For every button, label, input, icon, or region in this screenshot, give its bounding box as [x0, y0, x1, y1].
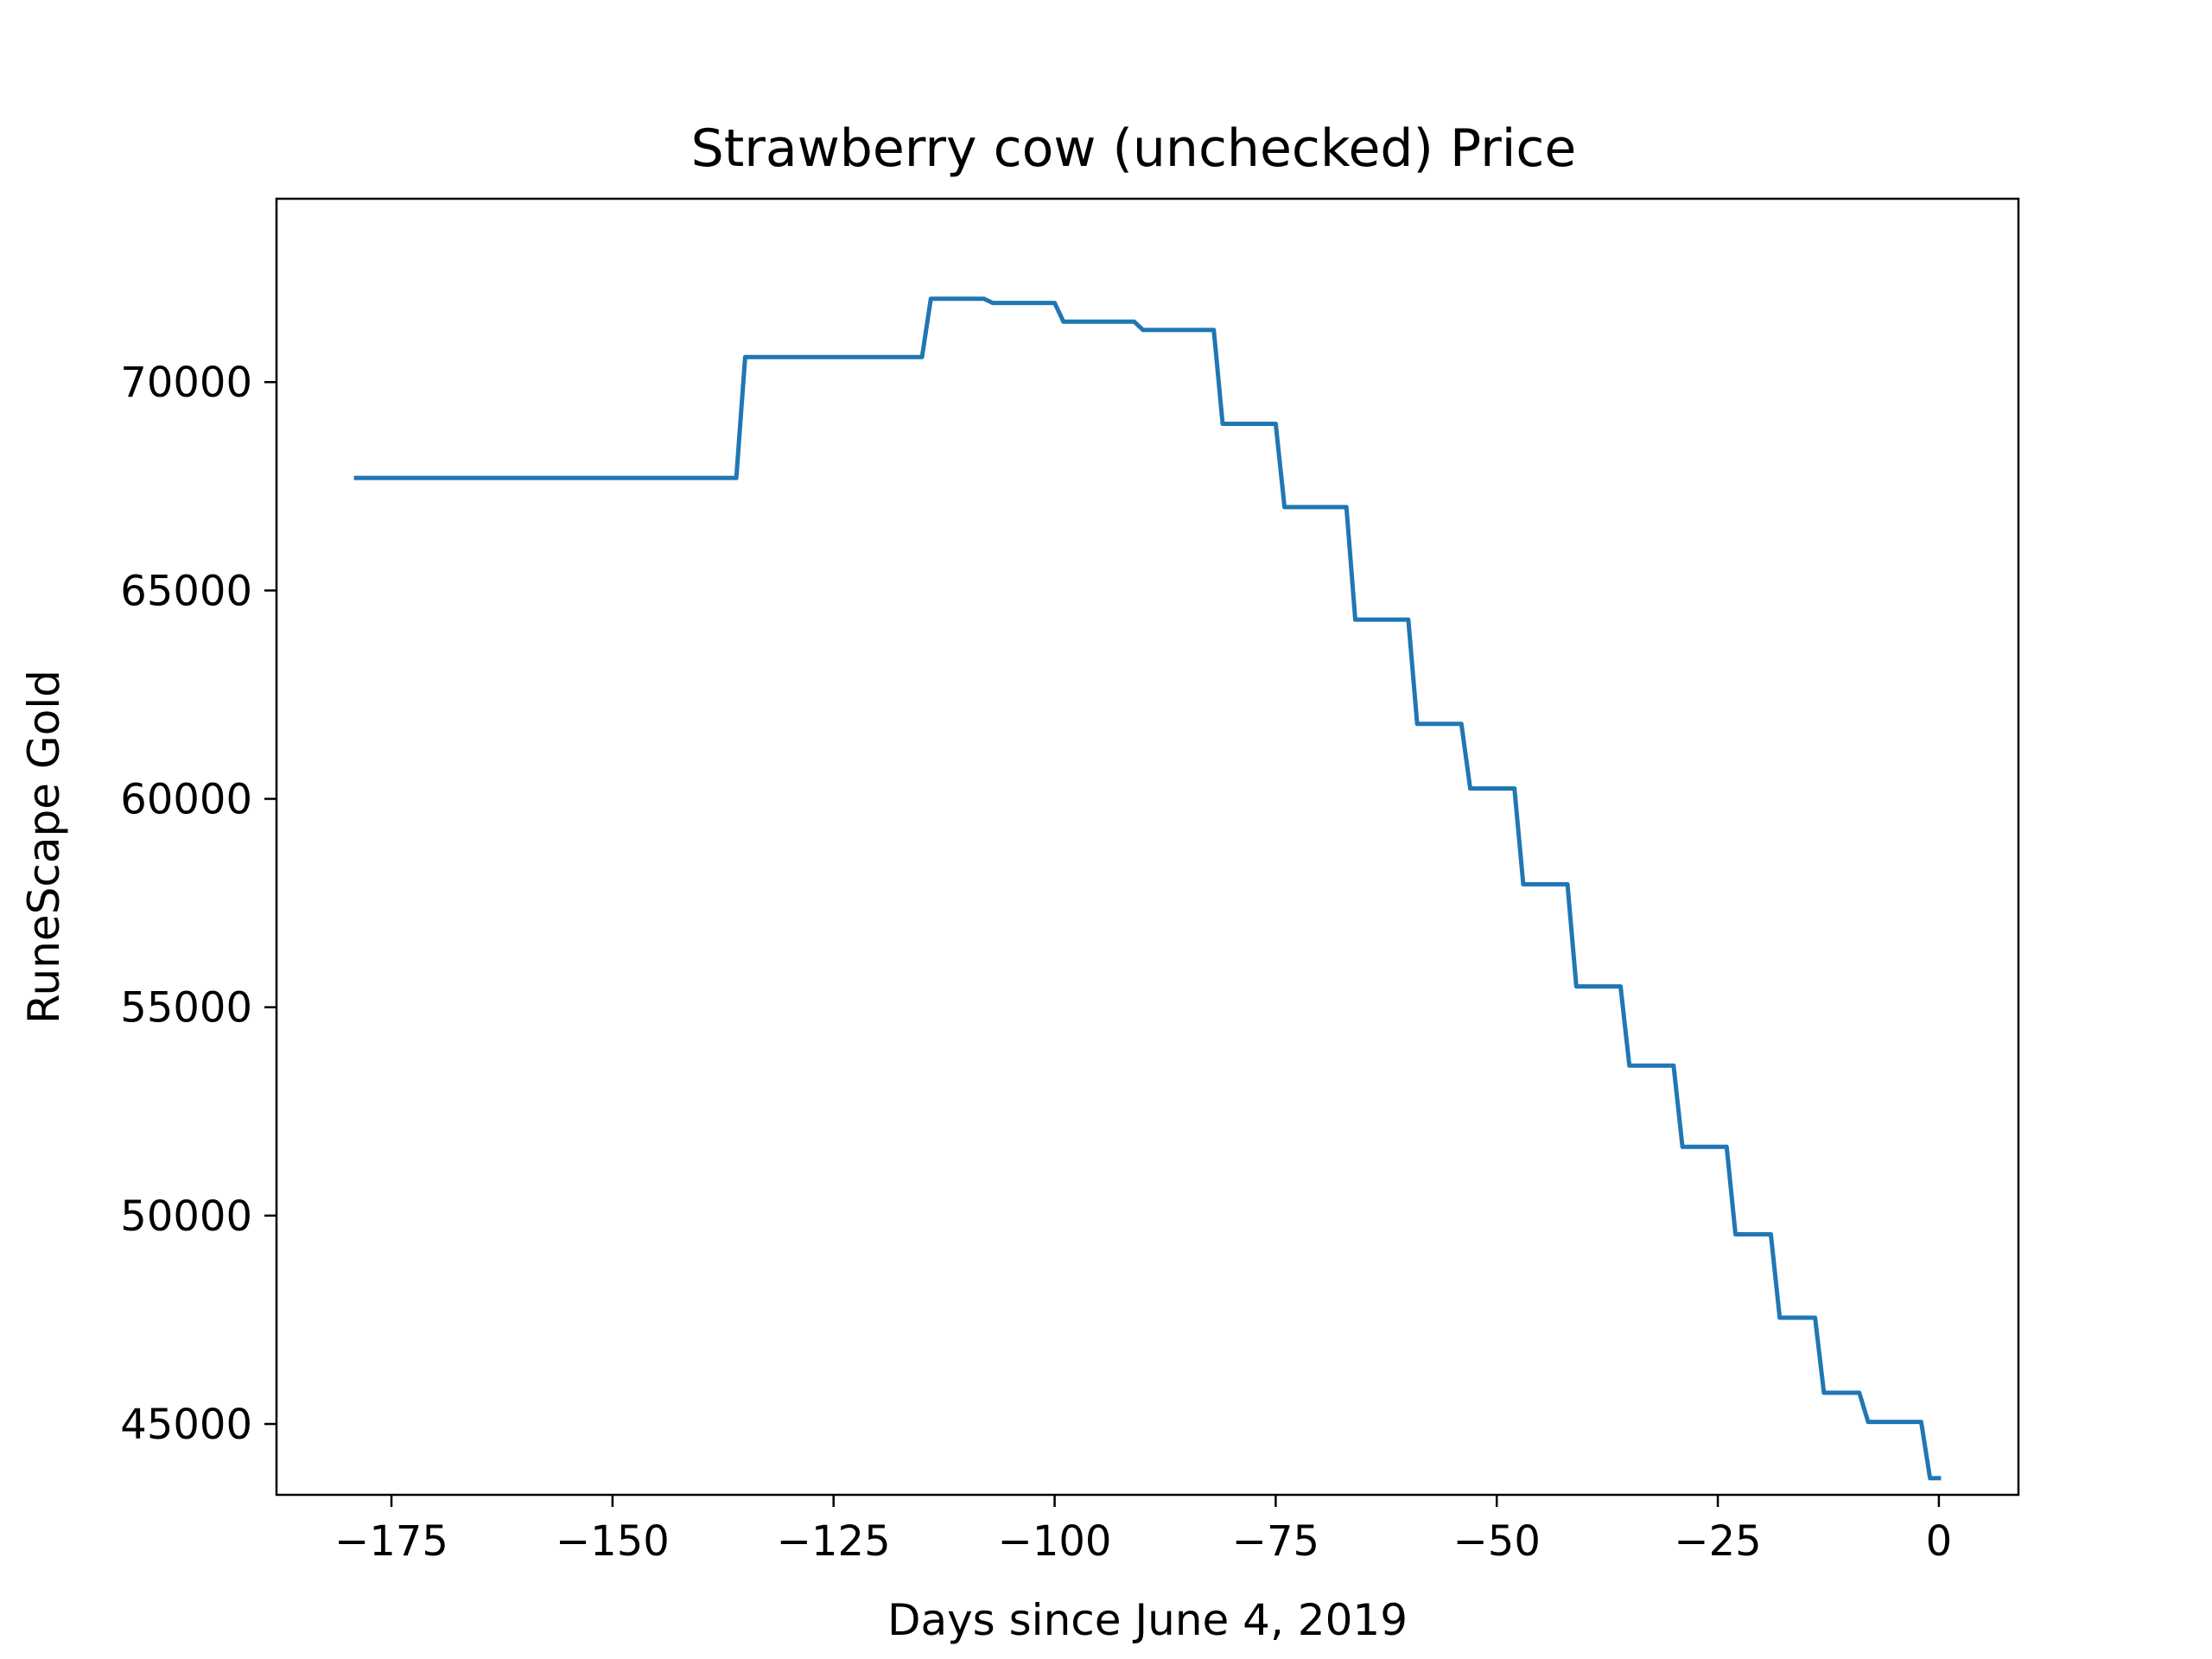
x-tick-label: −25 [1674, 1517, 1761, 1566]
x-tick-label: −50 [1453, 1517, 1541, 1566]
y-axis: 45000 50000 55000 60000 65000 70000 [120, 359, 276, 1449]
x-axis: −175 −150 −125 −100 −75 −50 −25 0 [334, 1495, 1952, 1566]
x-tick-label: 0 [1926, 1517, 1953, 1566]
y-tick-label: 50000 [120, 1192, 252, 1241]
axes-frame [275, 197, 2020, 1497]
chart-title: Strawberry cow (unchecked) Price [691, 118, 1577, 179]
y-axis-label: RuneScape Gold [19, 670, 69, 1024]
x-tick-label: −100 [998, 1517, 1112, 1566]
y-tick-label: 65000 [120, 567, 252, 615]
y-tick-label: 60000 [120, 776, 252, 824]
y-tick-label: 55000 [120, 984, 252, 1033]
x-tick-label: −125 [777, 1517, 891, 1566]
plot-area [353, 296, 1942, 1481]
x-tick-label: −150 [556, 1517, 670, 1566]
price-series-line-0 [353, 296, 1942, 1481]
x-axis-label: Days since June 4, 2019 [887, 1595, 1408, 1645]
x-tick-label: −175 [334, 1517, 448, 1566]
y-tick-label: 45000 [120, 1401, 252, 1449]
x-tick-label: −75 [1232, 1517, 1319, 1566]
y-tick-label: 70000 [120, 359, 252, 407]
